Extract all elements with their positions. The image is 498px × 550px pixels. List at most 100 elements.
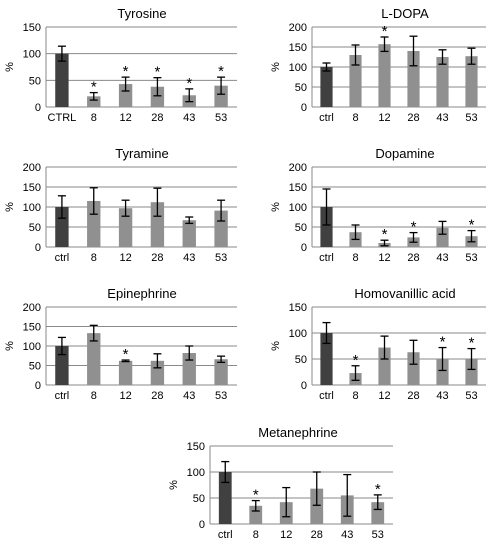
- bar: [407, 51, 420, 107]
- bar: [465, 359, 478, 385]
- x-tick-label: 53: [465, 252, 477, 264]
- bar: [378, 44, 391, 107]
- y-tick-label: 50: [193, 493, 205, 505]
- x-tick-label: 8: [91, 252, 97, 264]
- y-axis-label: %: [270, 202, 282, 212]
- chart-title: Tyrosine: [117, 6, 166, 21]
- significance-marker: *: [154, 64, 160, 81]
- x-tick-label: 43: [436, 390, 448, 402]
- x-tick-label: 53: [215, 390, 227, 402]
- y-tick-label: 200: [289, 162, 307, 174]
- x-tick-label: 12: [378, 112, 390, 124]
- bar: [214, 85, 228, 107]
- chart-title: Metanephrine: [258, 425, 338, 440]
- y-tick-label: 200: [23, 162, 41, 174]
- chart-title: Homovanillic acid: [354, 286, 455, 301]
- x-tick-label: ctrl: [319, 390, 334, 402]
- x-tick-label: 12: [119, 390, 131, 402]
- bar: [436, 359, 449, 385]
- significance-marker: *: [382, 23, 388, 40]
- bar: [310, 488, 324, 524]
- y-axis-label: %: [4, 62, 16, 72]
- y-tick-label: 100: [289, 202, 307, 214]
- y-tick-label: 50: [29, 222, 41, 234]
- bar: [87, 96, 101, 107]
- significance-marker: *: [411, 219, 417, 236]
- chart-panel: 0 50 100 150 200% Epinephrine ctrl 8 * 12 28 43 53: [4, 286, 237, 402]
- y-axis-label: %: [168, 480, 180, 490]
- y-tick-label: 100: [289, 62, 307, 74]
- x-tick-label: 8: [253, 529, 259, 541]
- y-tick-label: 200: [23, 302, 41, 314]
- bar: [182, 353, 196, 385]
- x-tick-label: 12: [119, 112, 131, 124]
- y-tick-label: 100: [23, 341, 41, 353]
- chart-title: Tyramine: [115, 146, 168, 161]
- x-tick-label: 28: [407, 390, 419, 402]
- significance-marker: *: [91, 79, 97, 96]
- y-tick-label: 50: [295, 222, 307, 234]
- x-tick-label: CTRL: [48, 112, 77, 124]
- y-tick-label: 150: [289, 182, 307, 194]
- y-tick-label: 0: [35, 242, 41, 254]
- bar: [118, 208, 133, 247]
- x-tick-label: ctrl: [218, 529, 233, 541]
- y-tick-label: 50: [295, 82, 307, 94]
- bar: [378, 347, 391, 385]
- bar: [150, 360, 165, 385]
- bar: [320, 333, 333, 385]
- x-tick-label: 12: [119, 252, 131, 264]
- x-tick-label: 8: [352, 252, 358, 264]
- bar: [87, 333, 101, 385]
- chart-panel: 0 50 100 150% Homovanillic acid ctrl * 8 12 28 * 43…: [270, 286, 486, 402]
- bar: [55, 207, 69, 247]
- y-tick-label: 100: [23, 202, 41, 214]
- bar: [150, 202, 165, 247]
- bar: [55, 53, 69, 107]
- chart-panel: 0 50 100 150% Metanephrine ctrl * 8 12 28 43 * 53: [168, 425, 393, 541]
- chart-title: Epinephrine: [107, 286, 176, 301]
- bar: [118, 360, 133, 385]
- x-tick-label: 28: [151, 112, 163, 124]
- significance-marker: *: [382, 226, 388, 243]
- y-tick-label: 0: [301, 380, 307, 392]
- x-tick-label: 43: [183, 390, 195, 402]
- x-tick-label: 53: [465, 390, 477, 402]
- y-tick-label: 50: [29, 361, 41, 373]
- y-tick-label: 150: [289, 302, 307, 314]
- x-tick-label: 43: [436, 112, 448, 124]
- x-tick-label: 8: [352, 390, 358, 402]
- y-tick-label: 150: [23, 182, 41, 194]
- y-tick-label: 150: [187, 441, 205, 453]
- bar: [465, 56, 478, 107]
- significance-marker: *: [123, 346, 129, 363]
- y-axis-label: %: [4, 341, 16, 351]
- x-tick-label: 53: [372, 529, 384, 541]
- y-tick-label: 0: [199, 519, 205, 531]
- bar: [320, 67, 333, 107]
- x-tick-label: 53: [465, 112, 477, 124]
- x-tick-label: 53: [215, 252, 227, 264]
- bar: [214, 210, 228, 247]
- bar: [407, 352, 420, 385]
- x-tick-label: 28: [151, 390, 163, 402]
- chart-title: L-DOPA: [381, 6, 429, 21]
- bar: [436, 227, 449, 247]
- chart-panel: 0 50 100 150 200% Dopamine ctrl 8 * 12 * 28 43 * 53: [270, 146, 486, 264]
- bar: [249, 505, 263, 524]
- bar: [182, 220, 196, 247]
- x-tick-label: 28: [311, 529, 323, 541]
- y-axis-label: %: [270, 341, 282, 351]
- y-tick-label: 0: [301, 242, 307, 254]
- y-axis-label: %: [270, 62, 282, 72]
- bar: [349, 55, 362, 107]
- significance-marker: *: [469, 217, 475, 234]
- y-tick-label: 100: [289, 328, 307, 340]
- x-tick-label: ctrl: [55, 252, 70, 264]
- significance-marker: *: [253, 487, 259, 504]
- significance-marker: *: [353, 352, 359, 369]
- y-tick-label: 150: [23, 322, 41, 334]
- x-tick-label: 28: [407, 112, 419, 124]
- bar: [371, 502, 385, 524]
- significance-marker: *: [375, 481, 381, 498]
